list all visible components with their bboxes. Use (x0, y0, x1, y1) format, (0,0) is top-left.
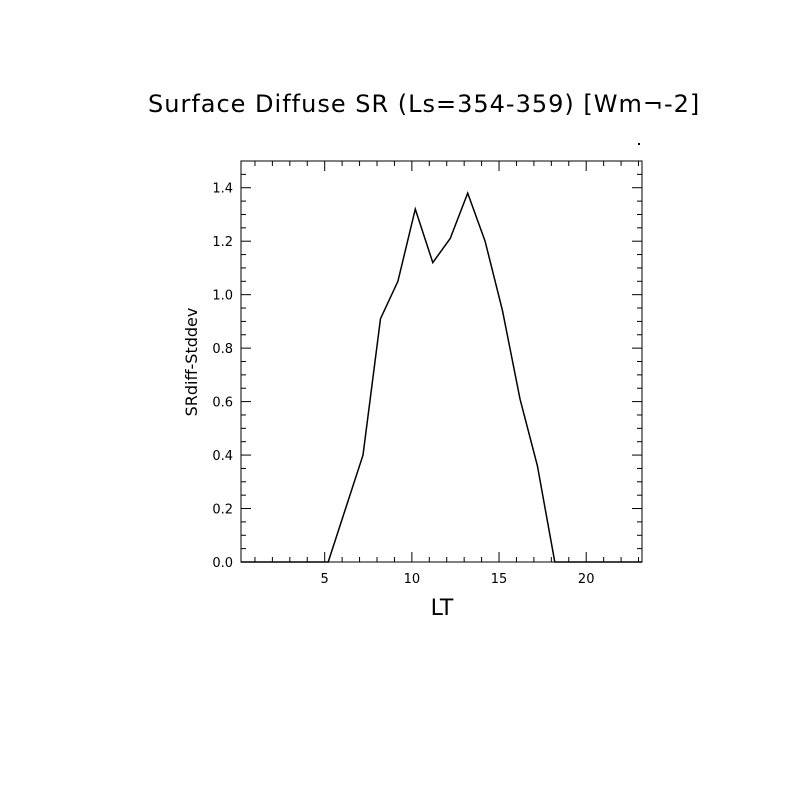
corner-dot (638, 143, 640, 145)
x-tick-label: 20 (578, 572, 595, 587)
plot-frame (240, 160, 643, 563)
y-tick-label: 0.0 (212, 556, 233, 571)
series (241, 190, 642, 563)
plot-border (240, 160, 643, 563)
y-tick-label: 1.4 (212, 182, 233, 197)
x-tick-label: 10 (404, 572, 421, 587)
series-line (241, 190, 642, 563)
y-tick-label: 0.2 (212, 503, 233, 518)
y-tick-label: 0.4 (212, 449, 233, 464)
y-axis-title: SRdiff-Stddev (182, 308, 201, 417)
y-tick-label: 1.2 (212, 235, 233, 250)
chart-title: Surface Diffuse SR (Ls=354-359) [Wm¬-2] (148, 90, 700, 118)
x-axis-title: LT (431, 596, 454, 621)
x-tick-label: 5 (321, 572, 329, 587)
y-tick-label: 0.6 (212, 396, 233, 411)
tick-labels: 5 10 15 20 0.0 0.2 0.4 0.6 0.8 1.0 1.2 1.4 (212, 182, 594, 587)
axis-ticks (241, 161, 642, 563)
y-tick-label: 1.0 (212, 289, 233, 304)
y-tick-label: 0.8 (212, 342, 233, 357)
x-tick-label: 15 (491, 572, 508, 587)
